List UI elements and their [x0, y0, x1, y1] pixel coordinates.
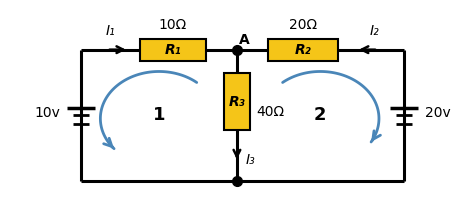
- Text: 10Ω: 10Ω: [158, 18, 187, 32]
- Text: 40Ω: 40Ω: [257, 105, 285, 119]
- Text: 2: 2: [314, 106, 326, 124]
- Text: 10v: 10v: [34, 106, 60, 121]
- Text: I₃: I₃: [246, 153, 256, 167]
- Text: R₂: R₂: [295, 43, 311, 57]
- Text: 20v: 20v: [425, 106, 451, 121]
- Text: R₃: R₃: [228, 95, 245, 109]
- Bar: [224, 73, 250, 130]
- Text: A: A: [239, 32, 249, 47]
- Text: R₁: R₁: [165, 43, 181, 57]
- Bar: [268, 39, 338, 61]
- Text: 20Ω: 20Ω: [289, 18, 317, 32]
- Text: I₂: I₂: [369, 24, 379, 38]
- Text: 1: 1: [153, 106, 165, 124]
- Text: I₁: I₁: [105, 24, 115, 38]
- Bar: [140, 39, 206, 61]
